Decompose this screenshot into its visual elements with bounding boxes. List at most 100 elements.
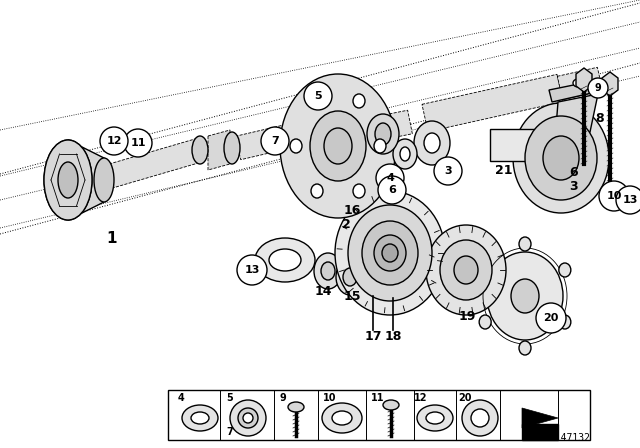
Ellipse shape <box>559 263 571 277</box>
Ellipse shape <box>192 136 208 164</box>
Ellipse shape <box>559 315 571 329</box>
Text: 15: 15 <box>343 289 361 302</box>
Ellipse shape <box>424 133 440 153</box>
Text: 9: 9 <box>595 83 602 93</box>
Circle shape <box>378 176 406 204</box>
Ellipse shape <box>573 79 583 87</box>
Ellipse shape <box>322 403 362 433</box>
Ellipse shape <box>280 74 396 218</box>
Polygon shape <box>422 74 563 132</box>
Polygon shape <box>557 67 603 100</box>
Ellipse shape <box>519 341 531 355</box>
Ellipse shape <box>383 400 399 410</box>
Ellipse shape <box>288 402 304 412</box>
Bar <box>490 129 555 161</box>
Ellipse shape <box>479 263 491 277</box>
Ellipse shape <box>311 94 323 108</box>
Ellipse shape <box>353 184 365 198</box>
Text: 11: 11 <box>371 393 385 403</box>
Text: 1: 1 <box>107 231 117 246</box>
Ellipse shape <box>400 147 410 161</box>
Circle shape <box>536 303 566 333</box>
Ellipse shape <box>382 244 398 262</box>
Polygon shape <box>100 138 204 190</box>
Text: 4: 4 <box>178 393 184 403</box>
Circle shape <box>304 82 332 110</box>
Text: 8: 8 <box>595 112 604 125</box>
Text: 17: 17 <box>364 329 381 343</box>
Ellipse shape <box>393 139 417 169</box>
Ellipse shape <box>367 114 399 154</box>
Ellipse shape <box>314 253 342 289</box>
Text: 18: 18 <box>384 329 402 343</box>
Text: 12: 12 <box>106 136 122 146</box>
Ellipse shape <box>336 259 364 295</box>
Text: 3: 3 <box>570 180 579 193</box>
Ellipse shape <box>58 162 78 198</box>
Text: 5: 5 <box>314 91 322 101</box>
Ellipse shape <box>50 150 86 210</box>
Text: 20: 20 <box>543 313 559 323</box>
Polygon shape <box>549 78 608 102</box>
Text: 3: 3 <box>444 166 452 176</box>
Ellipse shape <box>335 191 445 315</box>
Text: 19: 19 <box>458 310 476 323</box>
Ellipse shape <box>332 411 352 425</box>
Ellipse shape <box>426 412 444 424</box>
Ellipse shape <box>230 400 266 436</box>
Circle shape <box>100 127 128 155</box>
Ellipse shape <box>374 235 406 271</box>
Text: 10: 10 <box>323 393 337 403</box>
Polygon shape <box>576 68 592 92</box>
Ellipse shape <box>321 262 335 280</box>
Text: 6: 6 <box>388 185 396 195</box>
Circle shape <box>376 164 404 192</box>
Text: 11: 11 <box>131 138 146 148</box>
Ellipse shape <box>462 400 498 436</box>
Ellipse shape <box>362 221 418 285</box>
Ellipse shape <box>94 158 114 202</box>
Text: 13: 13 <box>244 265 260 275</box>
Ellipse shape <box>44 140 92 220</box>
Circle shape <box>588 78 608 98</box>
Ellipse shape <box>311 184 323 198</box>
Ellipse shape <box>191 412 209 424</box>
Text: 21: 21 <box>495 164 513 177</box>
Ellipse shape <box>269 249 301 271</box>
Text: 00147132: 00147132 <box>543 433 590 443</box>
Text: 13: 13 <box>622 195 637 205</box>
Ellipse shape <box>60 166 76 194</box>
Ellipse shape <box>310 111 366 181</box>
Text: 16: 16 <box>343 203 361 216</box>
Circle shape <box>124 129 152 157</box>
Ellipse shape <box>414 121 450 165</box>
Ellipse shape <box>426 225 506 315</box>
Polygon shape <box>555 94 598 140</box>
Ellipse shape <box>487 252 563 340</box>
Ellipse shape <box>479 315 491 329</box>
Ellipse shape <box>525 116 597 200</box>
Circle shape <box>261 127 289 155</box>
Text: 5: 5 <box>227 393 234 403</box>
Circle shape <box>434 157 462 185</box>
Text: 7: 7 <box>227 427 234 437</box>
Ellipse shape <box>375 123 391 145</box>
Ellipse shape <box>348 205 432 301</box>
Text: 6: 6 <box>570 165 579 178</box>
Ellipse shape <box>543 136 579 180</box>
Circle shape <box>237 255 267 285</box>
Ellipse shape <box>374 139 386 153</box>
Ellipse shape <box>471 409 489 427</box>
Text: 4: 4 <box>386 173 394 183</box>
Text: 2: 2 <box>342 217 350 231</box>
Ellipse shape <box>511 279 539 313</box>
Text: 7: 7 <box>271 136 279 146</box>
Ellipse shape <box>440 240 492 300</box>
Ellipse shape <box>182 405 218 431</box>
Ellipse shape <box>454 256 478 284</box>
Polygon shape <box>236 118 317 159</box>
Ellipse shape <box>519 237 531 251</box>
Polygon shape <box>208 130 230 170</box>
Polygon shape <box>602 72 618 96</box>
Bar <box>168 390 590 440</box>
